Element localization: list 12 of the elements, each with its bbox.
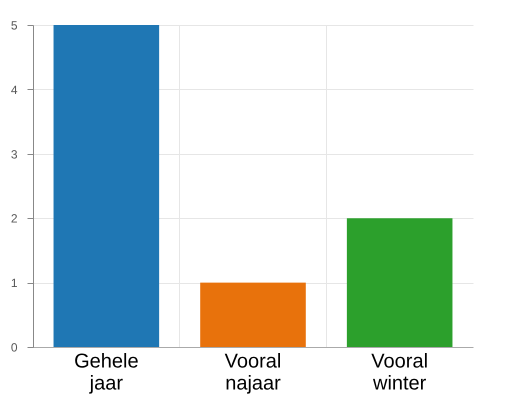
y-tick-label: 0 bbox=[10, 340, 18, 354]
x-tick-label: Gehele jaar bbox=[74, 350, 139, 394]
y-tick-label: 3 bbox=[10, 147, 18, 162]
y-tick-label: 2 bbox=[10, 212, 18, 226]
y-tick-label: 1 bbox=[10, 276, 18, 290]
bar bbox=[200, 282, 306, 347]
y-tick-label: 4 bbox=[10, 82, 18, 97]
x-tick-label: Vooral najaar bbox=[224, 350, 282, 394]
y-tick-label: 5 bbox=[10, 18, 18, 32]
bar bbox=[346, 218, 452, 347]
bar bbox=[54, 25, 160, 347]
x-tick-label: Vooral winter bbox=[371, 350, 428, 394]
